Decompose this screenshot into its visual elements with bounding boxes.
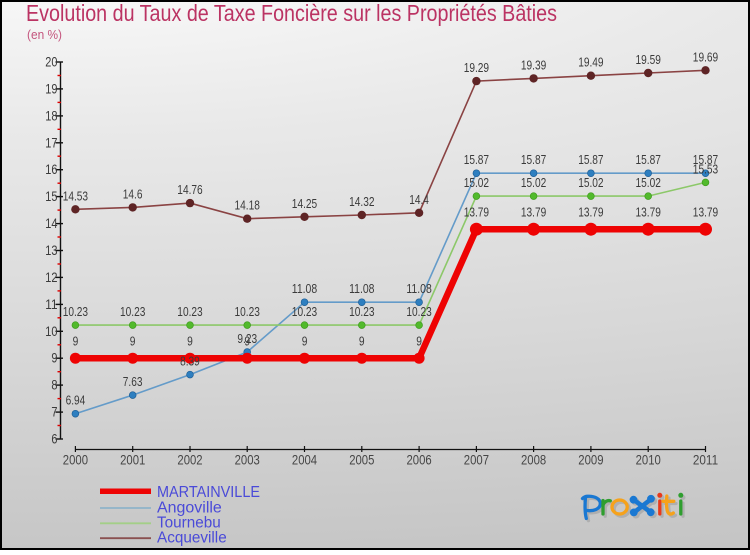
svg-text:14.4: 14.4 (409, 192, 429, 207)
svg-text:13.79: 13.79 (578, 204, 603, 219)
svg-text:9: 9 (73, 333, 79, 348)
svg-text:Tournebu: Tournebu (157, 515, 221, 532)
svg-text:15.87: 15.87 (578, 152, 603, 167)
svg-text:(en %): (en %) (27, 27, 62, 42)
svg-text:Evolution du Taux de Taxe Fonc: Evolution du Taux de Taxe Foncière sur l… (26, 0, 557, 26)
svg-text:11: 11 (45, 297, 57, 312)
svg-text:15.02: 15.02 (636, 175, 661, 190)
svg-text:8.39: 8.39 (180, 354, 200, 369)
svg-text:13.79: 13.79 (464, 204, 489, 219)
svg-text:19: 19 (45, 81, 57, 96)
svg-text:14.6: 14.6 (123, 186, 143, 201)
svg-text:10.23: 10.23 (292, 304, 317, 319)
svg-text:9: 9 (187, 333, 193, 348)
svg-text:15.53: 15.53 (693, 161, 718, 176)
svg-text:19.49: 19.49 (578, 55, 603, 70)
svg-text:10.23: 10.23 (235, 304, 260, 319)
svg-text:15.02: 15.02 (521, 175, 546, 190)
svg-text:9: 9 (416, 333, 422, 348)
svg-text:2001: 2001 (120, 452, 145, 468)
svg-text:14.25: 14.25 (292, 196, 317, 211)
svg-text:17: 17 (45, 135, 57, 150)
svg-text:10.23: 10.23 (120, 304, 145, 319)
svg-text:19.29: 19.29 (464, 60, 489, 75)
svg-text:7.63: 7.63 (123, 374, 143, 389)
svg-text:12: 12 (45, 270, 57, 285)
svg-text:15.87: 15.87 (636, 152, 661, 167)
svg-text:9: 9 (359, 333, 365, 348)
svg-text:10.23: 10.23 (349, 304, 374, 319)
svg-text:15.02: 15.02 (464, 175, 489, 190)
svg-text:9: 9 (244, 333, 250, 348)
svg-text:14.32: 14.32 (349, 194, 374, 209)
svg-text:2003: 2003 (235, 452, 260, 468)
svg-text:14.53: 14.53 (63, 188, 88, 203)
svg-text:10.23: 10.23 (63, 304, 88, 319)
svg-text:13: 13 (45, 243, 57, 258)
svg-text:16: 16 (45, 162, 57, 177)
svg-text:2004: 2004 (292, 452, 317, 468)
svg-text:2011: 2011 (693, 452, 718, 468)
svg-text:11.08: 11.08 (292, 281, 317, 296)
svg-text:2006: 2006 (407, 452, 432, 468)
svg-text:14: 14 (45, 216, 58, 231)
svg-text:15.87: 15.87 (464, 152, 489, 167)
svg-text:14.18: 14.18 (235, 198, 260, 213)
svg-text:10: 10 (45, 324, 57, 339)
svg-text:6: 6 (51, 432, 57, 447)
svg-text:2008: 2008 (521, 452, 546, 468)
svg-text:2000: 2000 (63, 452, 88, 468)
svg-text:18: 18 (45, 108, 57, 123)
svg-text:10.23: 10.23 (406, 304, 431, 319)
svg-text:20: 20 (45, 55, 57, 70)
svg-text:2002: 2002 (177, 452, 202, 468)
svg-text:11.08: 11.08 (349, 281, 374, 296)
svg-text:2009: 2009 (578, 452, 603, 468)
svg-text:13.79: 13.79 (636, 204, 661, 219)
svg-text:15.87: 15.87 (521, 152, 546, 167)
svg-text:10.23: 10.23 (177, 304, 202, 319)
svg-text:9: 9 (302, 333, 308, 348)
svg-text:9.23: 9.23 (237, 331, 257, 346)
svg-text:15.02: 15.02 (578, 175, 603, 190)
svg-text:14.76: 14.76 (177, 182, 202, 197)
svg-text:13.79: 13.79 (521, 204, 546, 219)
svg-text:9: 9 (51, 351, 57, 366)
svg-text:Angoville: Angoville (157, 499, 222, 516)
svg-text:Acqueville: Acqueville (157, 530, 227, 547)
svg-text:19.59: 19.59 (636, 52, 661, 67)
svg-text:MARTAINVILLE: MARTAINVILLE (157, 484, 260, 501)
svg-text:13.79: 13.79 (693, 204, 718, 219)
svg-text:8: 8 (51, 378, 57, 393)
svg-text:19.69: 19.69 (693, 49, 718, 64)
svg-text:15: 15 (45, 189, 57, 204)
svg-text:2010: 2010 (636, 452, 661, 468)
svg-text:2005: 2005 (349, 452, 374, 468)
svg-text:19.39: 19.39 (521, 57, 546, 72)
svg-text:15.87: 15.87 (693, 152, 718, 167)
svg-text:2007: 2007 (464, 452, 489, 468)
svg-text:11.08: 11.08 (406, 281, 431, 296)
svg-text:7: 7 (51, 405, 57, 420)
svg-text:6.94: 6.94 (66, 393, 86, 408)
svg-text:9: 9 (130, 333, 136, 348)
